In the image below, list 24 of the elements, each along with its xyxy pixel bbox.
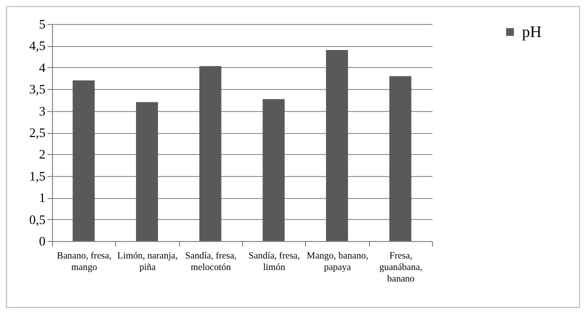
x-tick-label: Sandía, fresa, limón xyxy=(248,252,300,273)
y-tick-label: 4 xyxy=(39,60,46,75)
y-tick-label: 5 xyxy=(39,16,46,32)
y-tick-label: 1,5 xyxy=(29,168,46,184)
bar xyxy=(199,66,222,241)
y-tick-label: 1 xyxy=(39,190,46,206)
legend-label: pH xyxy=(522,24,542,41)
y-tick-label: 3 xyxy=(39,103,46,118)
bar xyxy=(136,102,158,241)
bar xyxy=(72,80,95,241)
bar xyxy=(262,99,285,241)
bar xyxy=(389,76,412,241)
bar xyxy=(326,50,348,241)
x-tick-label: Banano, fresa, mango xyxy=(56,252,112,273)
y-tick-label: 0,5 xyxy=(29,212,46,227)
x-tick-label: Mango, banano, papaya xyxy=(306,252,368,273)
y-tick-label: 0 xyxy=(39,234,46,248)
y-tick-label: 2 xyxy=(39,146,46,162)
x-tick-label: Fresa, guanábana, banano xyxy=(379,252,422,284)
y-tick-label: 3,5 xyxy=(29,82,46,97)
y-tick-label: 4,5 xyxy=(29,38,46,54)
x-tick-label: Limón, naranja, piña xyxy=(117,252,178,273)
y-tick-label: 2,5 xyxy=(29,125,46,140)
x-tick-label: Sandía, fresa, melocotón xyxy=(185,252,237,273)
